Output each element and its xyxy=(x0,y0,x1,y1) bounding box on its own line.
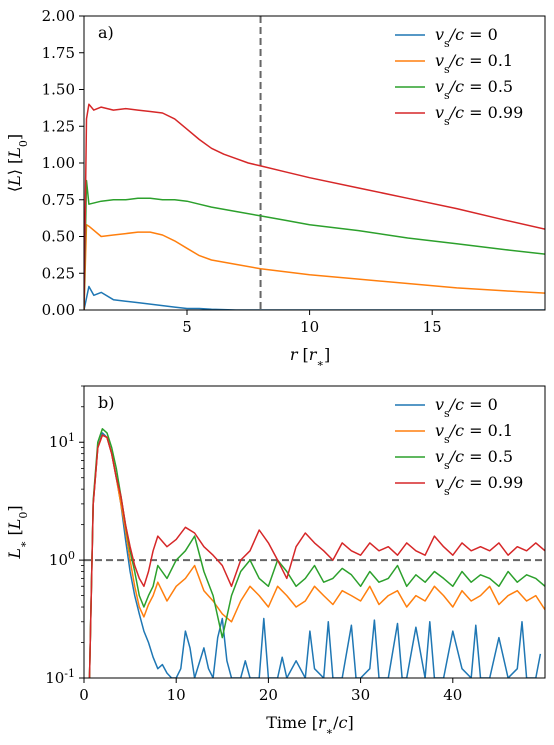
series-line-2 xyxy=(88,428,545,678)
x-tick-label: 10 xyxy=(300,318,319,336)
x-tick-label: 15 xyxy=(423,318,442,336)
axes-frame xyxy=(83,385,546,679)
y-axis-label: L∗ [L0] xyxy=(5,505,30,559)
y-tick-label: 0.50 xyxy=(42,228,75,246)
x-tick-label: 10 xyxy=(167,686,186,704)
y-tick-label: 0.25 xyxy=(42,264,75,282)
x-tick-label: 0 xyxy=(79,686,89,704)
y-axis-label: ⟨L⟩ [L0] xyxy=(5,134,30,192)
panel-label: b) xyxy=(98,393,114,412)
y-tick-label: 101 xyxy=(49,431,75,452)
legend-entry-0: vs/c = 0 xyxy=(435,25,498,50)
x-tick-label: 5 xyxy=(182,318,192,336)
series-line-2 xyxy=(84,179,545,310)
x-axis-label: Time [r∗/c] xyxy=(266,713,354,738)
legend-entry-2: vs/c = 0.5 xyxy=(435,447,513,472)
series-line-1 xyxy=(88,434,545,678)
x-tick-label: 40 xyxy=(443,686,462,704)
series-line-3 xyxy=(84,103,545,310)
x-axis-label: r [r∗] xyxy=(290,345,330,370)
y-tick-label: 0.75 xyxy=(42,191,75,209)
legend-entry-3: vs/c = 0.99 xyxy=(435,103,523,128)
y-tick-label: 10-1 xyxy=(45,667,75,688)
y-tick-label: 1.25 xyxy=(42,117,75,135)
y-tick-label: 2.00 xyxy=(42,7,75,25)
panel-label: a) xyxy=(98,23,114,42)
y-tick-label: 1.75 xyxy=(42,44,75,62)
x-tick-label: 20 xyxy=(259,686,278,704)
legend-entry-1: vs/c = 0.1 xyxy=(435,51,513,76)
legend-entry-2: vs/c = 0.5 xyxy=(435,77,513,102)
y-tick-label: 1.00 xyxy=(42,154,75,172)
x-tick-label: 30 xyxy=(351,686,370,704)
legend-entry-3: vs/c = 0.99 xyxy=(435,473,523,498)
series-line-0 xyxy=(88,432,542,678)
legend-entry-1: vs/c = 0.1 xyxy=(435,421,513,446)
legend-entry-0: vs/c = 0 xyxy=(435,395,498,420)
series-line-1 xyxy=(84,223,545,310)
series-line-3 xyxy=(88,434,545,678)
y-tick-label: 100 xyxy=(49,549,75,570)
y-tick-label: 1.50 xyxy=(42,81,75,99)
y-tick-label: 0.00 xyxy=(42,301,75,319)
series-line-0 xyxy=(84,285,545,310)
